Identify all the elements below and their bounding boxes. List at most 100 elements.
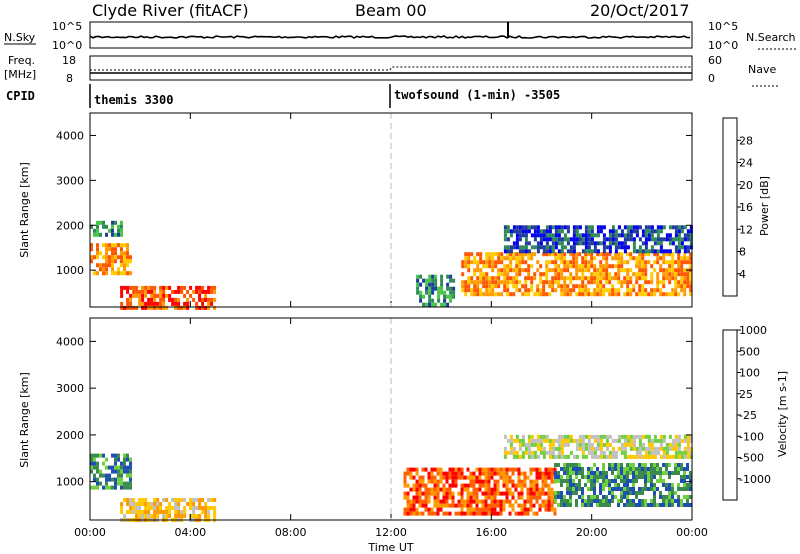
velocity-cell [581,499,584,503]
power-cell [494,292,498,297]
power-cell [560,245,564,250]
power-cell [96,263,99,268]
power-cell [449,274,453,279]
velocity-cell [451,479,455,484]
velocity-cell [593,434,597,439]
power-cell [623,225,627,230]
power-cell [527,276,531,281]
power-cell [581,237,585,242]
power-cell [551,245,555,250]
power-cell [659,245,663,250]
velocity-cell [539,450,543,455]
velocity-cell [490,507,494,512]
velocity-cell [433,483,437,488]
velocity-cell [644,471,647,475]
power-cell [108,243,111,248]
power-cell [641,249,645,254]
power-cell [674,280,678,285]
power-cell [536,229,540,234]
velocity-cell [524,446,528,451]
velocity-cell [514,499,518,504]
power-cell [425,290,429,295]
power-cell [677,260,681,265]
power-cell [491,280,495,285]
velocity-cell [442,499,446,504]
velocity-cell [180,510,184,514]
velocity-cell [629,487,632,491]
velocity-cell [635,434,639,439]
velocity-cell [689,450,693,455]
velocity-cell [635,467,638,471]
velocity-cell [590,479,593,483]
power-cell [626,288,630,293]
power-cell [461,264,465,269]
power-cell [195,305,199,310]
velocity-cell [536,438,540,443]
velocity-cell [656,479,659,483]
velocity-cell [138,510,142,514]
velocity-cell [626,471,629,475]
velocity-cell [599,475,602,479]
velocity-cell [584,475,587,479]
velocity-cell [496,471,500,476]
velocity-cell [520,507,524,512]
power-cell [530,276,534,281]
velocity-cell [514,511,518,516]
velocity-cell [547,483,551,488]
power-cell [542,284,546,289]
power-cell [593,272,597,277]
velocity-cell [638,471,641,475]
power-cell [521,225,525,230]
velocity-cell [656,450,660,455]
velocity-cell [123,485,126,490]
power-cell [120,232,123,237]
velocity-cell [460,491,464,496]
power-cell [623,260,627,265]
velocity-cell [144,506,148,510]
power-cell [689,237,693,242]
velocity-cell [650,503,653,507]
power-cell [590,264,594,269]
power-cell [494,284,498,289]
velocity-cell [547,475,551,480]
velocity-cell [481,467,485,472]
power-cell [581,268,585,273]
velocity-cell [529,467,533,472]
velocity-cell [93,453,96,458]
power-cell [671,288,675,293]
velocity-cell [508,491,512,496]
velocity-cell [466,475,470,480]
power-cell [557,241,561,246]
power-cell [168,297,172,302]
velocity-cell [512,450,516,455]
velocity-cell [572,479,575,483]
power-cell [611,256,615,261]
velocity-cell [484,495,488,500]
power-cell [683,268,687,273]
power-cell [545,241,549,246]
velocity-cell [490,495,494,500]
power-cell [596,276,600,281]
power-cell [437,294,441,299]
velocity-cell [439,487,443,492]
power-cell [557,268,561,273]
power-cell [557,276,561,281]
power-cell [566,260,570,265]
velocity-cell [451,475,455,480]
power-cell [105,251,108,256]
velocity-cell [490,511,494,516]
power-cell [111,232,114,237]
velocity-cell [638,487,641,491]
power-cell [434,282,438,287]
velocity-cell [635,450,639,455]
power-cell [162,301,166,306]
velocity-cell [611,491,614,495]
velocity-cell [590,487,593,491]
velocity-cell [150,506,154,510]
power-cell [524,233,528,238]
velocity-cell [554,471,557,475]
velocity-cell [129,498,133,502]
power-cell [539,241,543,246]
power-cell [608,241,612,246]
power-cell [99,267,102,272]
